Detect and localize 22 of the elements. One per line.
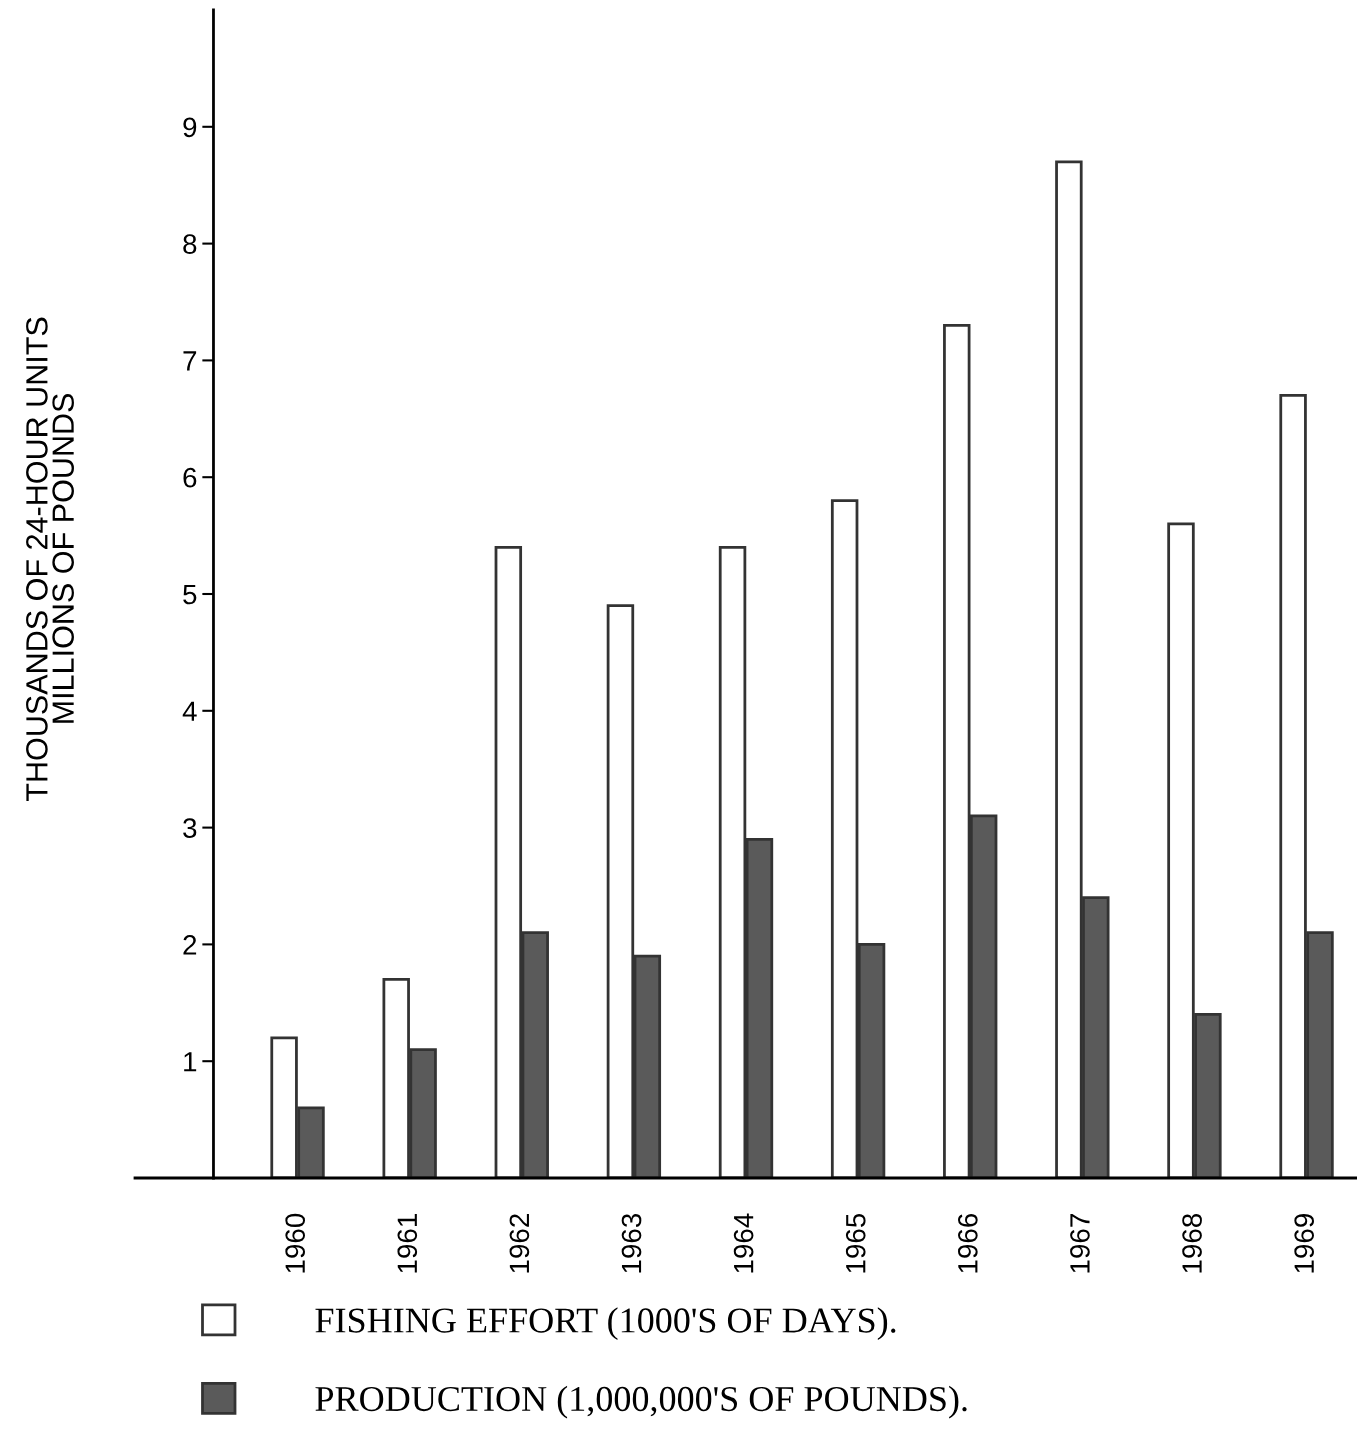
legend-label: FISHING EFFORT (1000'S OF DAYS). [315,1307,896,1341]
x-tick-label: 1960 [285,1213,306,1273]
x-tick-label: 1961 [397,1214,418,1273]
y-tick-label: 2 [183,935,197,955]
y-tick-label: 6 [183,467,197,488]
y-axis-title: THOUSANDS OF 24-HOUR UNITS MILLIONS OF POUNDS [26,317,74,802]
y-tick-label: 3 [183,818,197,838]
x-tick-label: 1967 [1070,1214,1090,1273]
x-tick-label: 1963 [621,1213,642,1273]
y-tick-label: 8 [183,234,197,254]
y-tick-label: 1 [184,1052,197,1072]
y-tick-label: 9 [183,117,197,138]
x-tick-label: 1968 [1182,1213,1202,1273]
x-tick-label: 1965 [845,1213,866,1273]
y-tick-label: 7 [183,351,197,371]
x-tick-label: 1962 [509,1214,530,1273]
x-tick-label: 1966 [958,1213,978,1273]
x-tick-label: 1964 [733,1213,754,1273]
y-tick-label: 5 [183,584,197,605]
y-tick-label: 4 [182,701,197,721]
x-tick-label: 1969 [1294,1214,1315,1273]
legend-label: PRODUCTION (1,000,000'S OF POUNDS). [315,1385,967,1419]
